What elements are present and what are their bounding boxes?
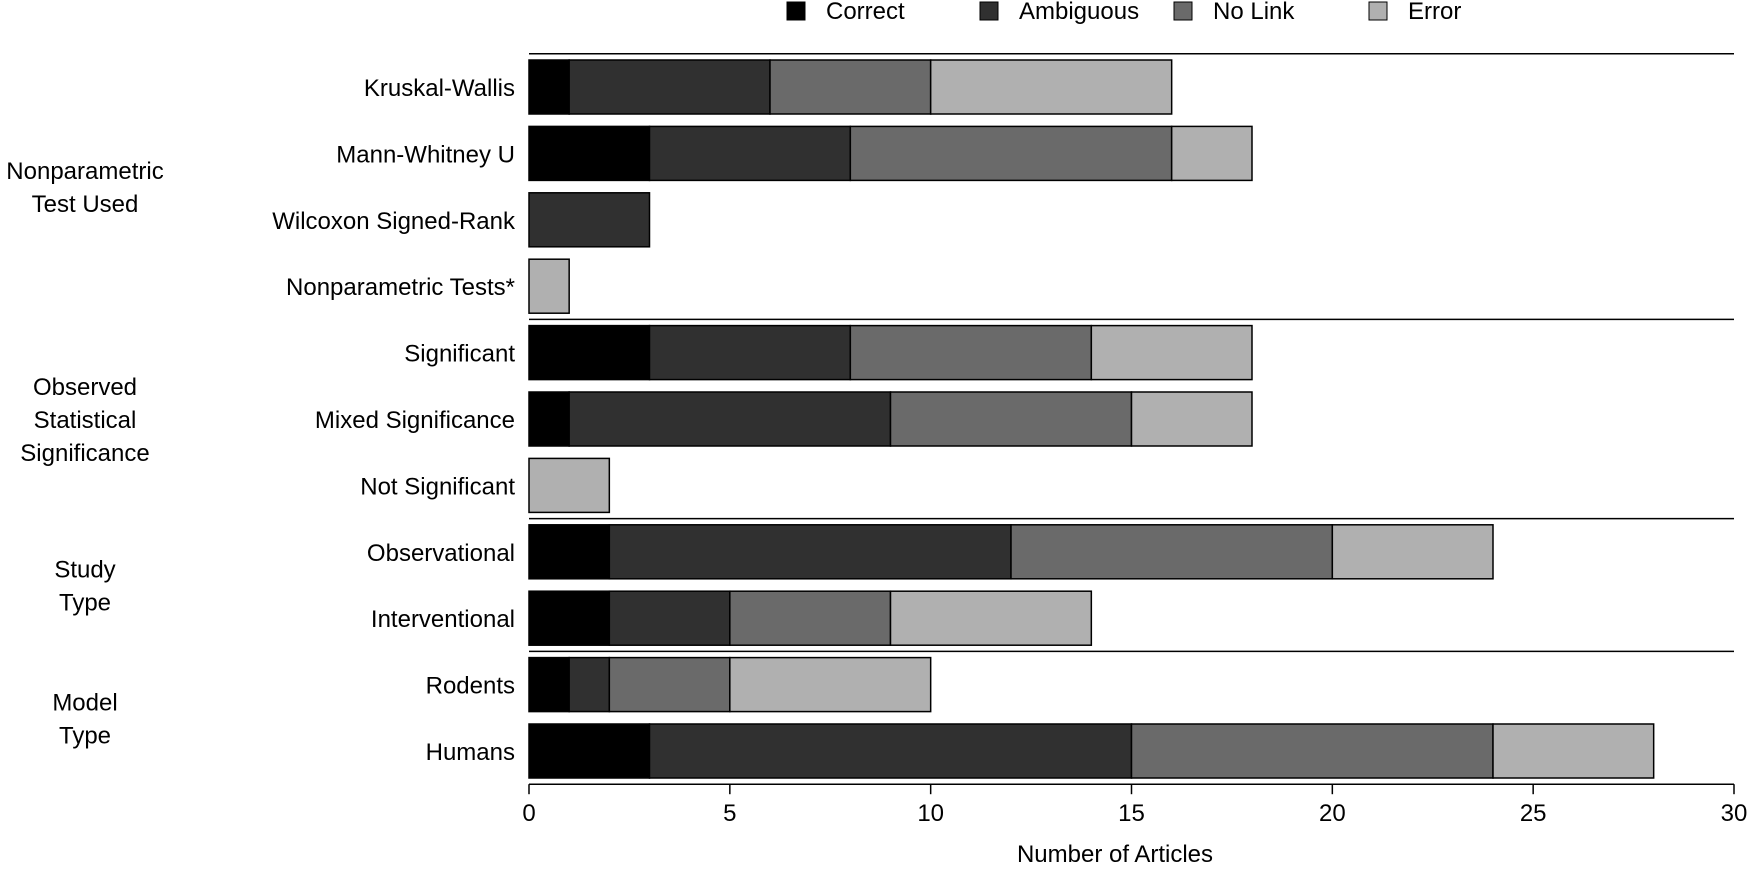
bar-segment-error xyxy=(528,258,570,314)
group-label-line: Type xyxy=(59,722,111,749)
legend-label: Ambiguous xyxy=(1019,0,1139,25)
bar-segment-ambiguous xyxy=(568,391,892,447)
category-label: Wilcoxon Signed-Rank xyxy=(272,208,516,235)
x-tick-label: 15 xyxy=(1118,800,1145,827)
bar-segment-correct xyxy=(528,656,570,713)
legend-swatch xyxy=(1368,1,1388,21)
bar-segment-correct xyxy=(528,524,611,580)
bar-segment-no-link xyxy=(849,125,1173,182)
bar-segment-no-link xyxy=(769,59,932,115)
group-label: Model Type xyxy=(52,689,117,749)
group-label-line: Study xyxy=(54,557,115,584)
group-labels: Nonparametric Test Used Observed Statistica… xyxy=(6,158,163,749)
legend-swatch xyxy=(1173,1,1193,21)
bar-segment-ambiguous xyxy=(648,125,852,182)
category-label: Not Significant xyxy=(360,473,515,500)
x-tick-label: 25 xyxy=(1520,800,1547,827)
category-label: Interventional xyxy=(371,606,515,633)
bar-segment-error xyxy=(1130,391,1253,447)
x-tick-label: 0 xyxy=(522,800,535,827)
bar-segment-ambiguous xyxy=(568,656,611,713)
bar-segment-ambiguous xyxy=(568,59,771,115)
group-label-line: Type xyxy=(59,590,111,617)
bar-segment-no-link xyxy=(608,656,731,713)
group-label-line: Nonparametric xyxy=(6,158,163,185)
category-label: Kruskal-Wallis xyxy=(364,75,515,102)
bar-segment-error xyxy=(1170,125,1253,182)
group-label: Observed Statistical Significance xyxy=(20,374,149,467)
bar-segment-error xyxy=(1090,324,1253,381)
bar-segment-no-link xyxy=(849,324,1093,381)
bar-segment-no-link xyxy=(1010,524,1334,580)
group-label: Nonparametric Test Used xyxy=(6,158,163,218)
bar-segment-correct xyxy=(528,324,651,381)
bar-segment-error xyxy=(528,457,611,514)
category-label: Mann-Whitney U xyxy=(336,141,515,168)
x-axis-label: Number of Articles xyxy=(1017,841,1213,868)
legend-label: Error xyxy=(1408,0,1461,25)
bar-segment-ambiguous xyxy=(528,192,651,248)
x-tick-label: 30 xyxy=(1721,800,1748,827)
group-label-line: Significance xyxy=(20,440,149,467)
group-label: Study Type xyxy=(54,557,115,617)
bar-segment-correct xyxy=(528,59,570,115)
bar-segment-error xyxy=(929,59,1173,115)
x-tick-label: 5 xyxy=(723,800,736,827)
x-axis: 0 5 10 15 20 25 30 xyxy=(522,783,1748,827)
category-label: Rodents xyxy=(426,673,515,700)
category-label: Humans xyxy=(426,739,515,766)
category-label: Nonparametric Tests* xyxy=(286,274,515,301)
group-separators xyxy=(529,53,1734,653)
bar-segment-ambiguous xyxy=(608,524,1012,580)
bar-segment-correct xyxy=(528,391,570,447)
category-label: Observational xyxy=(367,540,515,567)
legend-label: No Link xyxy=(1213,0,1295,25)
bar-segment-ambiguous xyxy=(608,590,731,646)
category-label: Mixed Significance xyxy=(315,407,515,434)
group-label-line: Model xyxy=(52,689,117,716)
bar-segment-correct xyxy=(528,590,611,646)
category-labels: Kruskal-Wallis Mann-Whitney U Wilcoxon Sig… xyxy=(272,75,516,766)
bars xyxy=(528,59,1655,779)
category-label: Significant xyxy=(404,341,515,368)
group-label-line: Test Used xyxy=(32,191,139,218)
x-tick-label: 10 xyxy=(917,800,944,827)
legend-label: Correct xyxy=(826,0,905,25)
bar-segment-error xyxy=(1492,723,1655,779)
bar-segment-correct xyxy=(528,125,651,182)
group-label-line: Observed xyxy=(33,374,137,401)
group-label-line: Statistical xyxy=(34,407,137,434)
bar-segment-ambiguous xyxy=(648,324,852,381)
bar-segment-no-link xyxy=(1130,723,1494,779)
legend: Correct Ambiguous No Link Error xyxy=(786,0,1461,25)
bar-segment-error xyxy=(889,590,1093,646)
bar-segment-error xyxy=(729,656,932,713)
bar-segment-no-link xyxy=(729,590,892,646)
bar-segment-no-link xyxy=(889,391,1133,447)
bar-segment-ambiguous xyxy=(648,723,1133,779)
bar-segment-correct xyxy=(528,723,651,779)
bar-segment-error xyxy=(1331,524,1494,580)
legend-swatch xyxy=(786,1,806,21)
x-tick-label: 20 xyxy=(1319,800,1346,827)
legend-swatch xyxy=(979,1,999,21)
